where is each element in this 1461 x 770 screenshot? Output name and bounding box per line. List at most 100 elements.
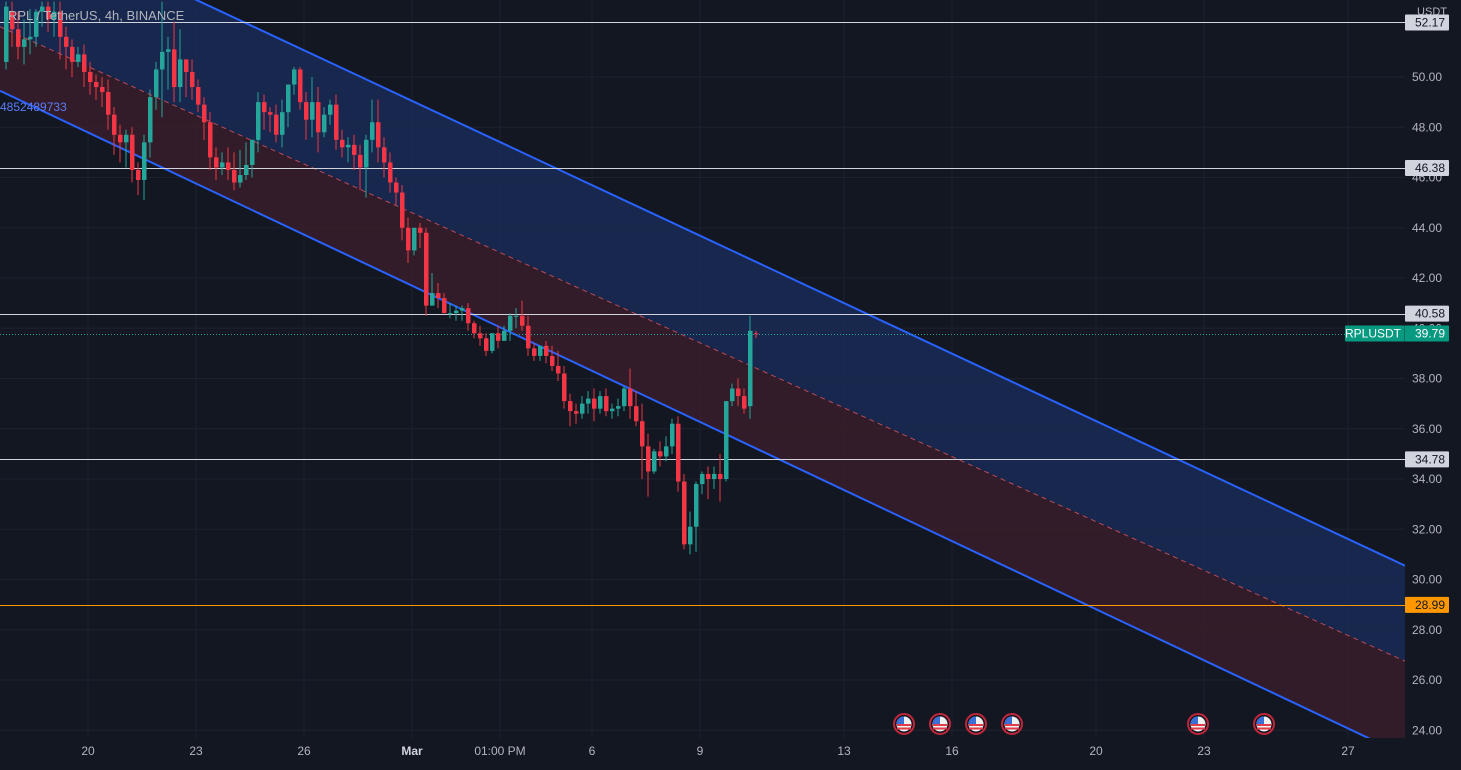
- us-flag-event-icon[interactable]: [965, 713, 987, 735]
- candle: [226, 147, 231, 181]
- candle: [610, 403, 615, 419]
- candle: [724, 401, 729, 482]
- candle: [364, 134, 369, 198]
- last-price-symbol: RPLUSDT: [1345, 327, 1402, 341]
- candle: [220, 152, 225, 175]
- last-price-badge[interactable]: RPLUSDT 39.79: [1345, 325, 1449, 342]
- candle: [562, 365, 567, 409]
- candle: [340, 129, 345, 158]
- candle: [346, 137, 351, 163]
- channel-lower-fill: [0, 26, 1405, 738]
- price-tick-label: 34.00: [1412, 472, 1442, 486]
- us-flag-event-icon[interactable]: [929, 713, 951, 735]
- price-level-label[interactable]: 52.17: [1405, 14, 1449, 31]
- candle: [454, 305, 459, 321]
- candle: [112, 107, 117, 155]
- time-tick-label: 20: [1089, 744, 1103, 758]
- candle: [568, 393, 573, 427]
- candle: [370, 99, 375, 153]
- candle: [442, 293, 447, 314]
- candle: [580, 396, 585, 419]
- candle: [424, 227, 429, 316]
- candle: [460, 305, 465, 321]
- candle: [208, 112, 213, 170]
- channel-lower-line[interactable]: [0, 89, 1405, 756]
- time-tick-label: 26: [297, 744, 311, 758]
- channel-upper-line[interactable]: [0, 0, 1405, 567]
- candle: [544, 340, 549, 364]
- svg-text:52.17: 52.17: [1415, 15, 1445, 29]
- candle: [22, 19, 27, 65]
- candle: [400, 185, 405, 241]
- candle: [178, 29, 183, 103]
- symbol-title: RPL / TetherUS, 4h, BINANCE: [8, 8, 185, 23]
- candle: [496, 325, 501, 349]
- us-flag-event-icon[interactable]: [1253, 713, 1275, 735]
- candle: [604, 388, 609, 417]
- candle: [706, 466, 711, 500]
- candle: [652, 448, 657, 474]
- candle: [640, 403, 645, 479]
- candle: [622, 386, 627, 412]
- candle: [466, 303, 471, 331]
- price-tick-label: 24.00: [1412, 723, 1442, 737]
- candle: [646, 433, 651, 497]
- us-flag-event-icon[interactable]: [1001, 713, 1023, 735]
- candle: [394, 177, 399, 206]
- us-flag-event-icon[interactable]: [1187, 713, 1209, 735]
- price-unit-label[interactable]: USDT: [1417, 6, 1447, 18]
- candle: [502, 325, 507, 341]
- price-tick-label: 36.00: [1412, 422, 1442, 436]
- time-axis[interactable]: 20 23 26 Mar 01:00 PM 6 9 13 16 20 23 27: [0, 738, 1405, 765]
- time-tick-label: 23: [1197, 744, 1211, 758]
- candle: [238, 149, 243, 188]
- candle: [472, 320, 477, 339]
- candle: [142, 134, 147, 201]
- price-level-label[interactable]: 34.78: [1405, 451, 1449, 468]
- candle: [736, 378, 741, 407]
- candle: [298, 66, 303, 110]
- svg-text:46.38: 46.38: [1415, 161, 1445, 175]
- candle: [730, 383, 735, 407]
- price-level-label[interactable]: 46.38: [1405, 159, 1449, 176]
- price-tick-label: 50.00: [1412, 70, 1442, 84]
- regression-channel[interactable]: [0, 0, 1405, 755]
- candle: [712, 466, 717, 490]
- candle: [100, 77, 105, 108]
- candle: [160, 1, 165, 118]
- candle: [514, 308, 519, 329]
- candle: [292, 66, 297, 95]
- grid: [0, 0, 1405, 738]
- channel-midline[interactable]: [0, 26, 1405, 662]
- svg-text:34.78: 34.78: [1415, 452, 1445, 466]
- candle: [688, 511, 693, 555]
- time-axis-background[interactable]: [0, 738, 1405, 765]
- time-tick-label: 9: [697, 744, 704, 758]
- price-axis-background[interactable]: [1405, 0, 1461, 765]
- price-label-orange[interactable]: 28.99: [1405, 596, 1449, 613]
- candle: [316, 87, 321, 153]
- candle: [538, 345, 543, 361]
- candle: [742, 388, 747, 414]
- candle: [310, 77, 315, 138]
- price-level-label[interactable]: 40.58: [1405, 305, 1449, 322]
- candle: [520, 300, 525, 331]
- candle: [262, 94, 267, 130]
- candle: [94, 74, 99, 100]
- candle: [124, 129, 129, 168]
- candle: [664, 436, 669, 462]
- economic-events[interactable]: [893, 713, 1275, 735]
- candle: [130, 127, 135, 183]
- candle: [550, 345, 555, 371]
- us-flag-event-icon[interactable]: [893, 713, 915, 735]
- time-tick-label: 16: [945, 744, 959, 758]
- candle: [70, 39, 75, 77]
- price-axis[interactable]: 50.0048.0046.0044.0042.0040.0038.0036.00…: [1345, 0, 1461, 765]
- price-tick-label: 32.00: [1412, 522, 1442, 536]
- candle: [202, 97, 207, 140]
- candle: [322, 107, 327, 138]
- time-tick-label: 20: [81, 744, 95, 758]
- candle: [490, 333, 495, 354]
